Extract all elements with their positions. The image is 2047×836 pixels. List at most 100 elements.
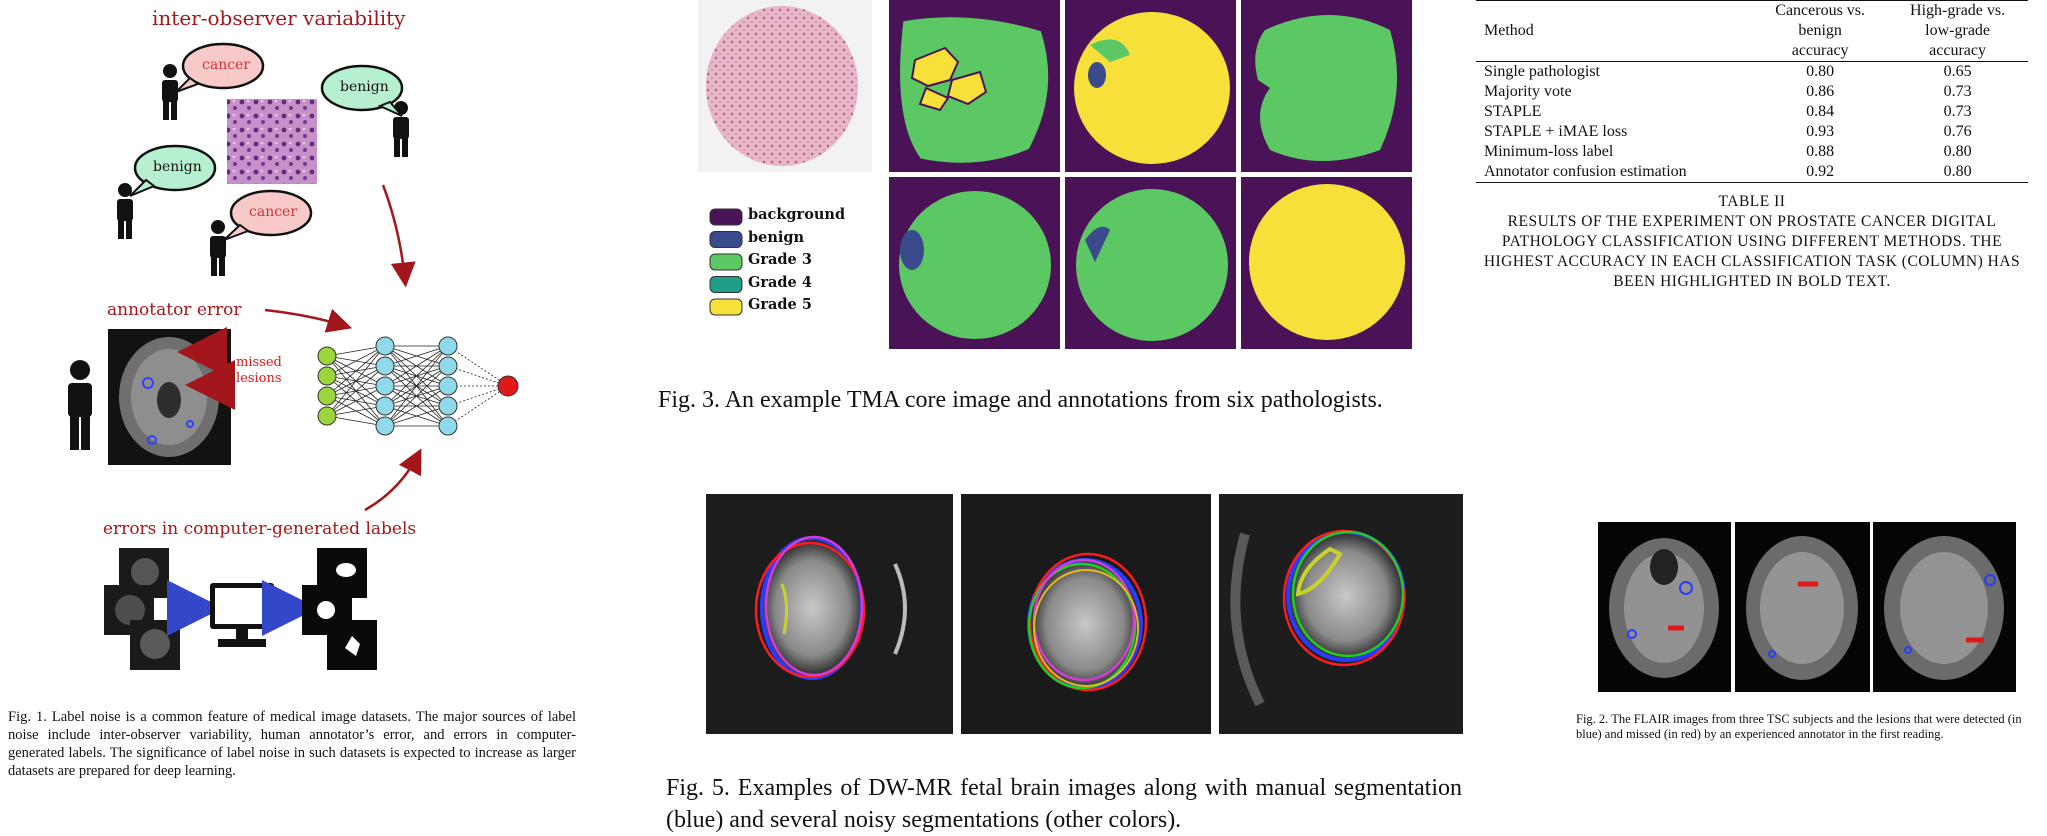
person-icon <box>117 183 133 239</box>
nn-edge <box>326 345 386 377</box>
nn-edge <box>384 345 449 387</box>
bubble-label-benign-2: benign <box>153 159 202 175</box>
nn-edge <box>384 345 449 427</box>
nn-edge <box>384 345 449 407</box>
speech-bubble-benign-2 <box>129 144 217 197</box>
table-row: STAPLE + iMAE loss 0.93 0.76 <box>1476 122 2028 142</box>
method-cell: STAPLE + iMAE loss <box>1484 123 1628 140</box>
nn-edge <box>447 385 509 427</box>
nn-node <box>438 336 458 356</box>
nn-edge <box>447 365 509 387</box>
nn-node <box>438 396 458 416</box>
method-cell: STAPLE <box>1484 103 1542 120</box>
nn-edge <box>326 345 386 417</box>
nn-node <box>375 396 395 416</box>
person-icon <box>68 360 92 450</box>
bubble-label-benign-1: benign <box>340 79 389 95</box>
fig5-caption: Fig. 5. Examples of DW-MR fetal brain im… <box>666 775 1462 833</box>
method-cell: Single pathologist <box>1484 63 1600 80</box>
neural-network-diagram <box>317 336 519 436</box>
nn-node <box>438 416 458 436</box>
arrow-computer <box>364 448 422 512</box>
fig2: Fig. 2. The FLAIR images from three TSC … <box>1576 522 2038 822</box>
bubble-label-cancer-2: cancer <box>249 204 298 220</box>
results-table: Method Cancerous vs. benign accuracy Hig… <box>1476 0 2028 183</box>
person-icon <box>210 220 226 276</box>
table2: Method Cancerous vs. benign accuracy Hig… <box>1476 0 2040 292</box>
nn-edge <box>384 365 449 427</box>
missed-lesions-label: missed lesions <box>236 355 282 386</box>
fig3-legend: background benign Grade 3 Grade 4 Grade … <box>706 206 845 319</box>
nn-node <box>375 356 395 376</box>
table-row: Single pathologist 0.80 0.65 <box>1476 62 2028 83</box>
accuracy-cell: 0.84 <box>1806 103 1835 120</box>
accuracy-cell: 0.80 <box>1943 163 1972 180</box>
fig1: inter-observer variability <box>0 0 600 833</box>
nn-node <box>317 406 337 426</box>
accuracy-cell: 0.73 <box>1943 103 1972 120</box>
legend-swatch <box>709 208 743 226</box>
annotator-error-label: annotator error <box>107 300 242 320</box>
arrow-to-network <box>381 184 416 288</box>
nn-edge <box>326 345 386 357</box>
legend-item: Grade 5 <box>748 296 812 313</box>
fig3-annotations <box>698 0 1412 349</box>
inter-observer-label: inter-observer variability <box>152 6 406 30</box>
table-header-col2: High-grade vs. low-grade accuracy <box>1910 2 2006 59</box>
legend-swatch <box>709 253 743 271</box>
table-title: TABLE II <box>1718 193 1786 210</box>
nn-node <box>375 416 395 436</box>
method-cell: Annotator confusion estimation <box>1484 163 1687 180</box>
nn-edge <box>326 385 386 417</box>
nn-edge <box>326 415 386 427</box>
nn-node <box>438 356 458 376</box>
accuracy-cell: 0.93 <box>1806 123 1835 140</box>
nn-edge <box>384 405 449 427</box>
nn-node <box>375 336 395 356</box>
computer-errors-label: errors in computer-generated labels <box>103 519 417 539</box>
fig5-images <box>706 494 1463 734</box>
nn-edge <box>326 345 386 397</box>
speech-bubble-cancer-1 <box>175 42 265 93</box>
accuracy-cell: 0.92 <box>1806 163 1835 180</box>
nn-edge <box>384 385 449 427</box>
nn-edge <box>326 365 386 417</box>
table-header-method: Method <box>1484 22 1534 39</box>
speech-bubble-cancer-2 <box>223 189 313 241</box>
fig5: Fig. 5. Examples of DW-MR fetal brain im… <box>666 494 1500 834</box>
nn-edge <box>447 345 509 387</box>
table-row: Majority vote 0.86 0.73 <box>1476 82 2028 102</box>
table-row: Annotator confusion estimation 0.92 0.80 <box>1476 162 2028 183</box>
nn-node <box>438 376 458 396</box>
arrow-annotator <box>264 308 353 333</box>
fig3: background benign Grade 3 Grade 4 Grade … <box>658 0 1460 420</box>
legend-item: Grade 4 <box>748 273 812 291</box>
person-icon <box>162 64 178 120</box>
accuracy-cell: 0.73 <box>1943 83 1972 100</box>
legend-item: Grade 3 <box>748 251 812 268</box>
table-row: Minimum-loss label 0.88 0.80 <box>1476 142 2028 162</box>
accuracy-cell: 0.65 <box>1943 63 1972 80</box>
method-cell: Majority vote <box>1484 83 1572 100</box>
accuracy-cell: 0.76 <box>1943 123 1972 140</box>
legend-item: benign <box>748 228 805 246</box>
computer-icon <box>210 583 274 647</box>
legend-swatch <box>709 298 743 316</box>
speech-bubble-benign-1 <box>320 64 404 117</box>
accuracy-cell: 0.80 <box>1943 143 1972 160</box>
accuracy-cell: 0.80 <box>1806 63 1835 80</box>
nn-edge <box>447 385 509 407</box>
legend-swatch <box>709 231 743 248</box>
histology-image <box>227 99 317 184</box>
fig1-illustration <box>68 42 519 670</box>
nn-node <box>317 346 337 366</box>
fig1-caption: Fig. 1. Label noise is a common feature … <box>8 709 576 779</box>
nn-edge <box>384 345 449 367</box>
accuracy-cell: 0.88 <box>1806 143 1835 160</box>
fig3-caption: Fig. 3. An example TMA core image and an… <box>658 387 1383 413</box>
fig2-caption: Fig. 2. The FLAIR images from three TSC … <box>1576 712 2022 741</box>
fig2-flair-images <box>1598 522 2016 692</box>
legend-item: background <box>748 206 846 223</box>
bubble-label-cancer-1: cancer <box>202 57 251 73</box>
table-header-col1: Cancerous vs. benign accuracy <box>1775 2 1866 59</box>
